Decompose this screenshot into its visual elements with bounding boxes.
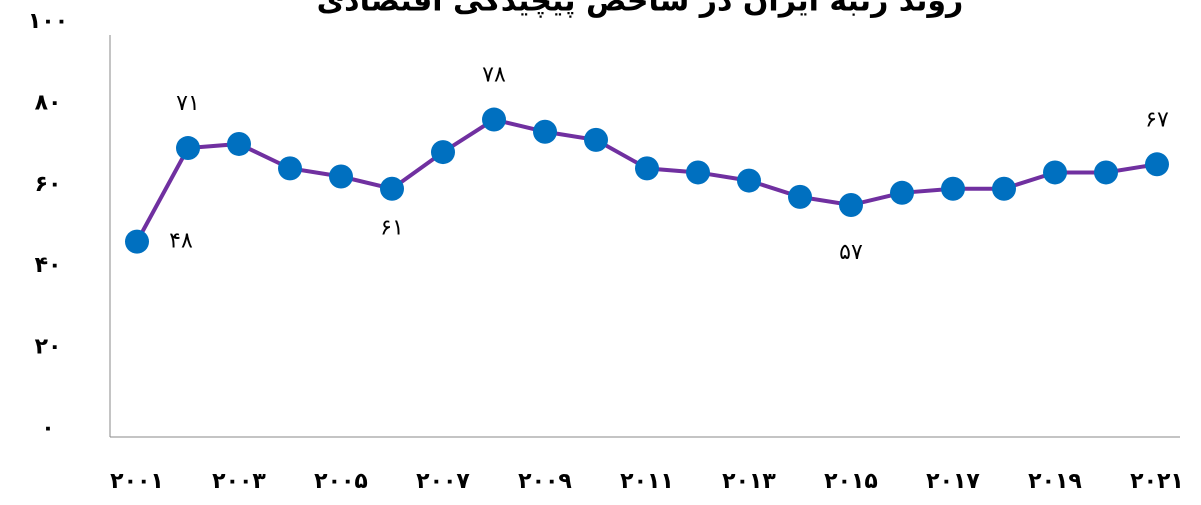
data-label: ۷۸	[482, 63, 506, 88]
data-label: ۴۸	[169, 229, 193, 254]
marker	[380, 176, 404, 201]
marker	[788, 184, 812, 209]
x-tick-label: ۲۰۰۵	[314, 469, 368, 494]
x-tick-label: ۲۰۲۱	[1130, 469, 1184, 494]
y-tick-label: ۸۰	[35, 90, 62, 115]
marker	[1094, 160, 1118, 185]
marker	[176, 136, 200, 161]
marker	[533, 119, 557, 144]
y-tick-label: ۰	[41, 416, 54, 441]
x-tick-label: ۲۰۱۵	[824, 469, 878, 494]
data-label: ۶۷	[1145, 107, 1169, 132]
marker	[1043, 160, 1067, 185]
x-tick-label: ۲۰۰۱	[110, 469, 164, 494]
x-tick-label: ۲۰۱۷	[926, 469, 980, 494]
marker	[431, 140, 455, 165]
marker	[839, 193, 863, 218]
x-tick-label: ۲۰۱۹	[1028, 469, 1082, 494]
marker	[992, 176, 1016, 201]
marker	[584, 127, 608, 152]
chart-title: روند رتبه ایران در شاخص پیچیدگی اقتصادی	[317, 0, 964, 19]
y-tick-label: ۶۰	[35, 172, 62, 197]
x-tick-label: ۲۰۰۳	[212, 469, 266, 494]
marker	[941, 176, 965, 201]
y-tick-label: ۲۰	[35, 335, 62, 360]
marker	[329, 164, 353, 189]
y-tick-label: ۱۰۰	[28, 9, 68, 34]
marker	[635, 156, 659, 181]
x-tick-label: ۲۰۱۳	[722, 469, 776, 494]
marker	[125, 229, 149, 254]
data-label: ۵۷	[839, 240, 863, 265]
marker	[686, 160, 710, 185]
x-tick-label: ۲۰۰۷	[416, 469, 470, 494]
data-label: ۶۱	[380, 216, 404, 241]
marker	[1145, 152, 1169, 177]
marker	[278, 156, 302, 181]
y-tick-label: ۴۰	[35, 253, 62, 278]
data-label: ۷۱	[176, 91, 200, 116]
x-tick-label: ۲۰۱۱	[620, 469, 674, 494]
marker	[890, 180, 914, 205]
marker	[482, 107, 506, 132]
x-tick-label: ۲۰۰۹	[518, 469, 572, 494]
marker	[227, 131, 251, 156]
marker	[737, 168, 761, 193]
